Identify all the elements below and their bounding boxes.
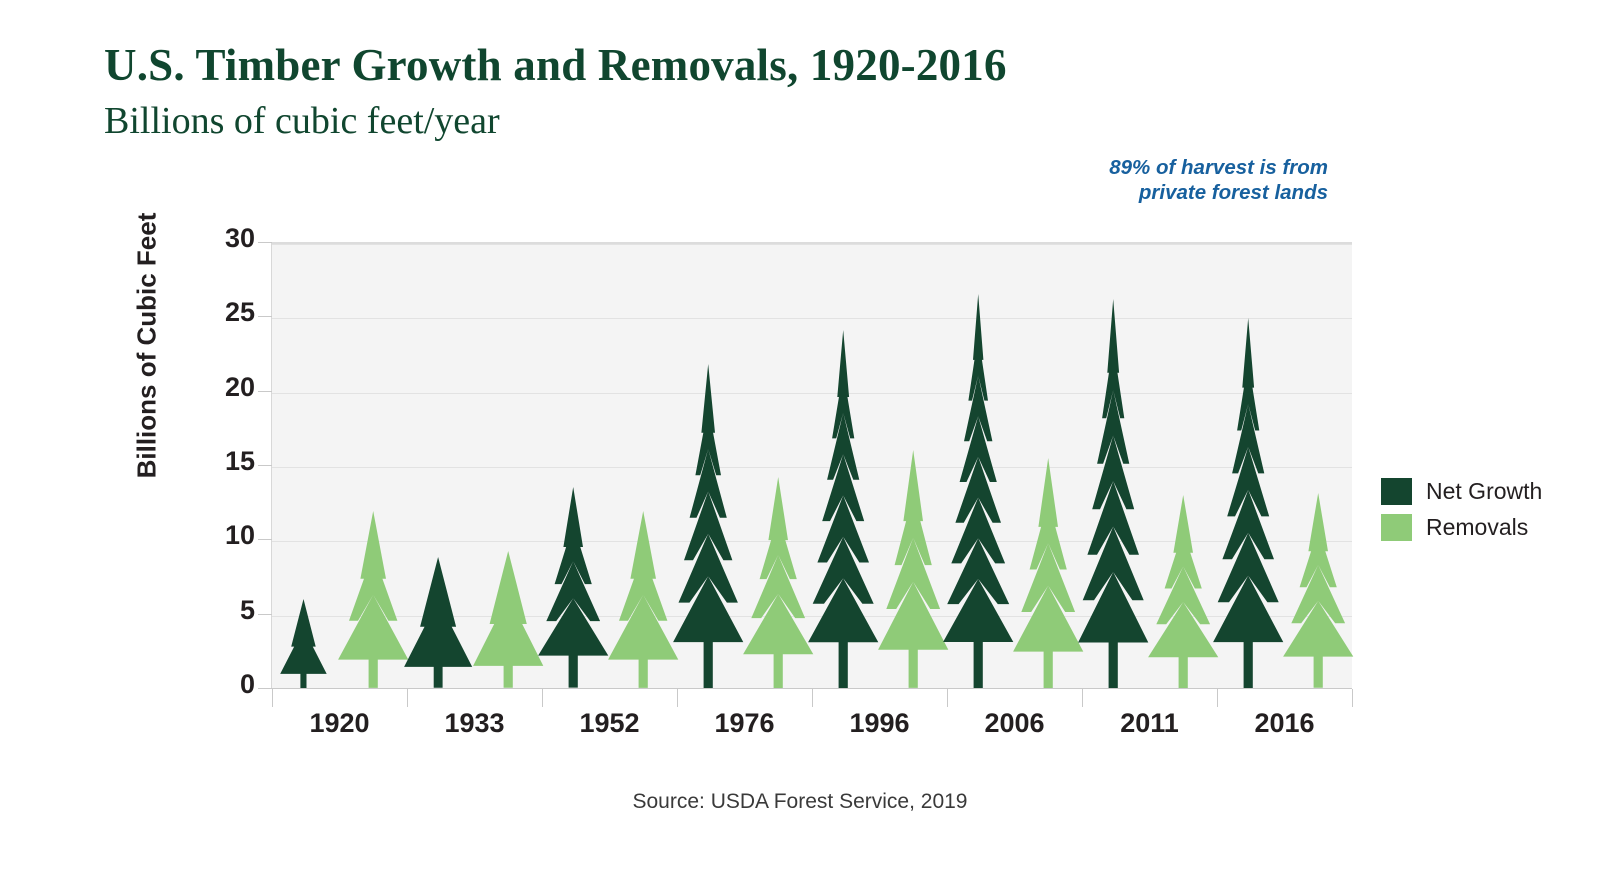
tree-marker-net-growth xyxy=(503,487,643,688)
tree-marker-net-growth xyxy=(908,294,1048,688)
x-axis-tick-mark xyxy=(812,689,813,707)
legend-label-net-growth: Net Growth xyxy=(1426,477,1543,504)
y-axis-title: Billions of Cubic Feet xyxy=(131,212,162,479)
x-axis-tick-mark xyxy=(272,689,273,707)
y-axis-tick-mark xyxy=(258,242,272,243)
x-axis-tick-mark xyxy=(1082,689,1083,707)
tree-marker-removals xyxy=(1113,494,1253,688)
page-title: U.S. Timber Growth and Removals, 1920-20… xyxy=(104,40,1007,90)
tree-marker-removals xyxy=(1248,493,1388,688)
tree-marker-net-growth xyxy=(773,329,913,688)
page-subtitle: Billions of cubic feet/year xyxy=(104,100,500,142)
y-axis-tick-label: 25 xyxy=(224,297,255,328)
x-axis-tick-label: 1996 xyxy=(849,708,910,738)
legend-swatch-removals xyxy=(1381,513,1412,541)
gridline xyxy=(272,467,1352,468)
tree-marker-net-growth xyxy=(257,598,350,688)
y-axis-tick-label: 15 xyxy=(224,446,255,476)
x-axis-tick-label: 1933 xyxy=(444,708,505,738)
callout-line-1: 89% of harvest is from xyxy=(1109,156,1328,179)
y-axis-tick-mark xyxy=(258,688,272,689)
tree-marker-removals xyxy=(303,511,443,688)
gridline xyxy=(272,541,1352,543)
x-axis-tick-mark xyxy=(542,689,543,707)
legend-label-removals: Removals xyxy=(1426,513,1529,540)
tree-marker-net-growth xyxy=(370,557,506,688)
chart-annotation-callout: 89% of harvest is from private forest la… xyxy=(1008,155,1328,205)
y-axis-tick-label: 10 xyxy=(224,520,255,551)
y-axis-tick-label: 30 xyxy=(224,223,255,253)
x-axis-tick-mark xyxy=(1217,689,1218,707)
x-axis-tick-label: 2011 xyxy=(1120,708,1179,738)
x-axis-tick-label: 1976 xyxy=(714,708,775,738)
x-axis-line xyxy=(258,688,1352,689)
y-axis-tick-label: 20 xyxy=(224,371,255,402)
gridline xyxy=(272,615,1352,617)
y-axis-tick-mark xyxy=(258,539,272,541)
x-axis-tick-mark xyxy=(407,689,408,707)
y-axis-tick-label: 0 xyxy=(239,669,255,699)
tree-marker-removals xyxy=(843,450,983,688)
tree-marker-net-growth xyxy=(1043,298,1183,689)
x-axis-tick-label: 1920 xyxy=(309,708,370,738)
y-axis-tick-label: 5 xyxy=(239,594,255,625)
x-axis-tick-label: 1952 xyxy=(579,708,640,738)
gridline xyxy=(272,392,1352,394)
y-axis-tick-mark xyxy=(258,613,272,615)
gridline xyxy=(272,318,1352,320)
legend-item-removals[interactable]: Removals xyxy=(1381,509,1542,545)
legend-item-net-growth[interactable]: Net Growth xyxy=(1381,473,1542,509)
x-axis-tick-mark xyxy=(677,689,678,707)
source-note: Source: USDA Forest Service, 2019 xyxy=(632,790,968,813)
x-axis-tick-mark xyxy=(1352,689,1353,707)
tree-marker-removals xyxy=(978,457,1118,688)
chart-legend: Net Growth Removals xyxy=(1381,473,1542,545)
tree-marker-net-growth xyxy=(1178,317,1318,688)
tree-marker-removals xyxy=(438,551,578,688)
y-axis-tick-mark xyxy=(258,316,272,318)
tree-marker-removals xyxy=(708,476,848,688)
y-axis-tick-mark xyxy=(258,390,272,392)
callout-line-2: private forest lands xyxy=(1138,181,1328,204)
legend-swatch-net-growth xyxy=(1381,477,1412,505)
gridline xyxy=(272,244,1352,245)
x-axis-tick-label: 2016 xyxy=(1254,708,1315,738)
y-axis-tick-mark xyxy=(258,465,272,466)
tree-marker-removals xyxy=(573,511,713,688)
tree-marker-net-growth xyxy=(638,363,778,688)
x-axis-tick-label: 2006 xyxy=(984,708,1045,738)
x-axis-tick-mark xyxy=(947,689,948,707)
